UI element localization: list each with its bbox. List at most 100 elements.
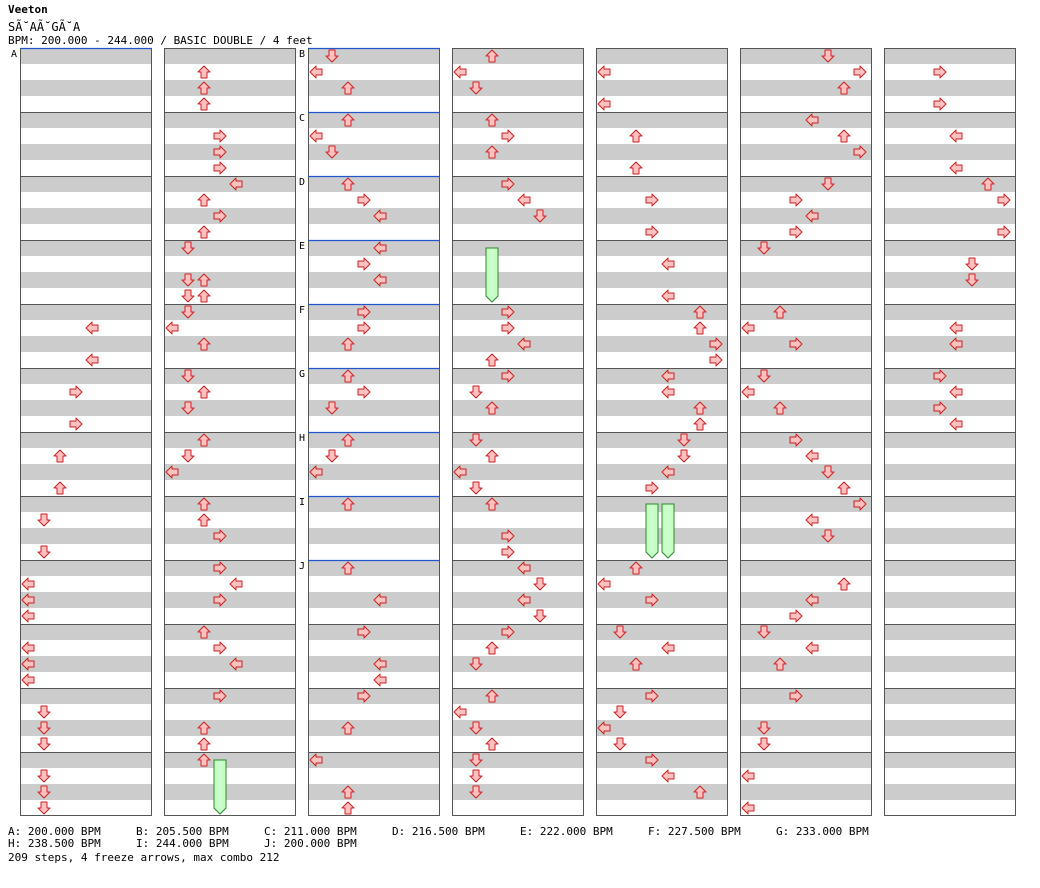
beat-stripe (740, 176, 872, 192)
up-arrow (485, 145, 499, 159)
beat-stripe (740, 784, 872, 800)
beat-stripe (740, 368, 872, 384)
artist-name: Veeton (8, 3, 48, 16)
right-arrow (997, 225, 1011, 239)
down-arrow (469, 433, 483, 447)
right-arrow (789, 609, 803, 623)
beat-stripe (740, 752, 872, 768)
beat-stripe (884, 752, 1016, 768)
down-arrow (613, 705, 627, 719)
left-arrow (949, 161, 963, 175)
left-arrow (741, 801, 755, 815)
beat-stripe (740, 48, 872, 64)
down-arrow (821, 49, 835, 63)
left-arrow (517, 593, 531, 607)
beat-stripe (452, 464, 584, 480)
beat-stripe (20, 784, 152, 800)
up-arrow (629, 161, 643, 175)
beat-stripe (884, 464, 1016, 480)
left-arrow (949, 417, 963, 431)
section-label: I (299, 497, 305, 508)
right-arrow (933, 401, 947, 415)
right-arrow (213, 145, 227, 159)
beat-stripe (308, 176, 440, 192)
down-arrow (469, 769, 483, 783)
beat-stripe (308, 688, 440, 704)
beat-stripe (596, 624, 728, 640)
beat-stripe (308, 80, 440, 96)
down-arrow (37, 705, 51, 719)
right-arrow (853, 497, 867, 511)
beat-stripe (20, 624, 152, 640)
freeze-arrow (645, 503, 659, 559)
beat-stripe (20, 592, 152, 608)
up-arrow (693, 417, 707, 431)
left-arrow (949, 337, 963, 351)
left-arrow (309, 465, 323, 479)
left-arrow (805, 641, 819, 655)
up-arrow (485, 49, 499, 63)
up-arrow (341, 113, 355, 127)
beat-stripe (164, 80, 296, 96)
right-arrow (501, 177, 515, 191)
right-arrow (709, 337, 723, 351)
up-arrow (341, 81, 355, 95)
up-arrow (485, 737, 499, 751)
chart-column (884, 48, 1016, 816)
up-arrow (981, 177, 995, 191)
beat-stripe (164, 240, 296, 256)
right-arrow (501, 545, 515, 559)
beat-stripe (740, 400, 872, 416)
beat-stripe (164, 624, 296, 640)
left-arrow (661, 769, 675, 783)
left-arrow (373, 241, 387, 255)
beat-stripe (596, 208, 728, 224)
right-arrow (645, 753, 659, 767)
section-label: B (299, 49, 305, 60)
beat-stripe (452, 528, 584, 544)
left-arrow (661, 257, 675, 271)
beat-stripe (308, 336, 440, 352)
up-arrow (773, 401, 787, 415)
beat-stripe (20, 560, 152, 576)
up-arrow (485, 113, 499, 127)
down-arrow (469, 481, 483, 495)
left-arrow (597, 721, 611, 735)
beat-stripe (20, 528, 152, 544)
left-arrow (517, 561, 531, 575)
beat-stripe (20, 464, 152, 480)
beat-stripe (884, 624, 1016, 640)
left-arrow (597, 577, 611, 591)
beat-stripe (596, 688, 728, 704)
beat-stripe (308, 48, 440, 64)
right-arrow (501, 529, 515, 543)
right-arrow (69, 385, 83, 399)
beat-stripe (884, 176, 1016, 192)
left-arrow (805, 513, 819, 527)
right-arrow (709, 353, 723, 367)
up-arrow (197, 721, 211, 735)
right-arrow (789, 689, 803, 703)
section-label: J (299, 561, 305, 572)
beat-stripe (596, 336, 728, 352)
left-arrow (21, 609, 35, 623)
up-arrow (837, 81, 851, 95)
bpm-legend-j: J: 200.000 BPM (264, 837, 357, 850)
left-arrow (805, 449, 819, 463)
down-arrow (37, 785, 51, 799)
beat-stripe (308, 112, 440, 128)
up-arrow (197, 97, 211, 111)
right-arrow (357, 625, 371, 639)
beat-stripe (884, 112, 1016, 128)
chart-summary: 209 steps, 4 freeze arrows, max combo 21… (8, 851, 280, 864)
right-arrow (357, 193, 371, 207)
down-arrow (469, 721, 483, 735)
beat-stripe (308, 528, 440, 544)
beat-stripe (20, 368, 152, 384)
left-arrow (805, 209, 819, 223)
beat-stripe (884, 144, 1016, 160)
beat-stripe (596, 304, 728, 320)
column-frame (884, 48, 1016, 816)
down-arrow (533, 209, 547, 223)
beat-stripe (20, 496, 152, 512)
